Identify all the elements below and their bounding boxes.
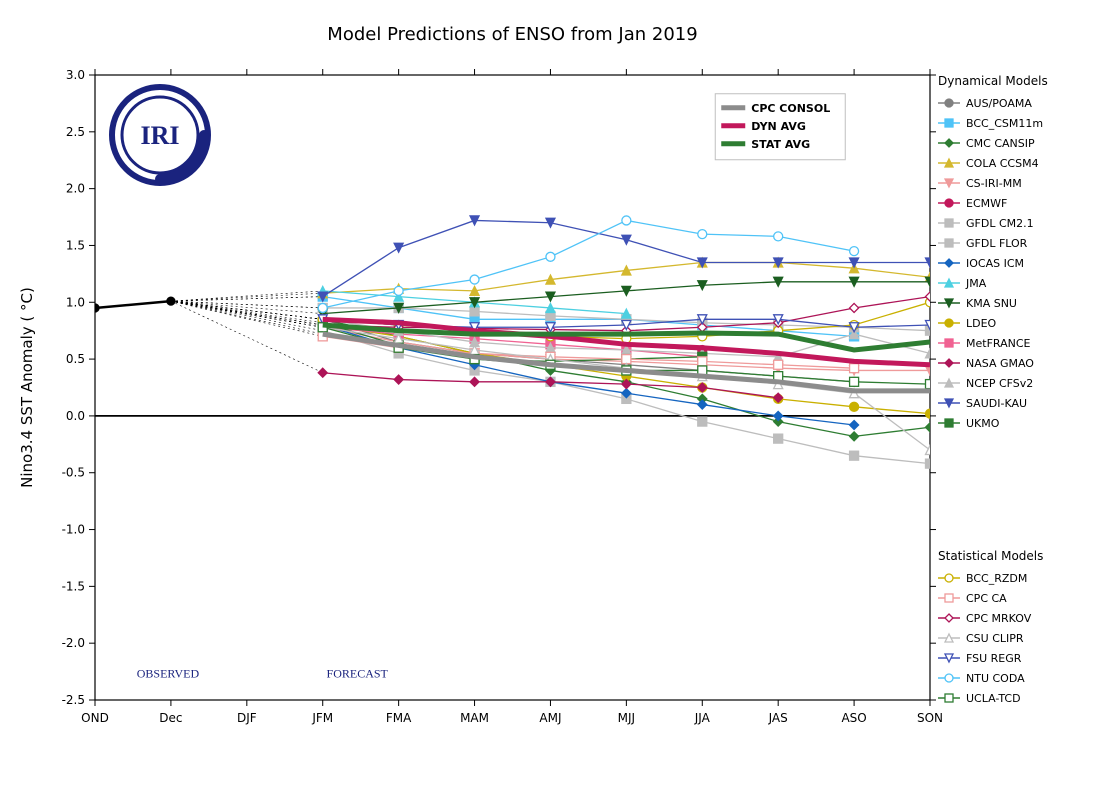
xtick-label: MJJ (618, 711, 635, 725)
legend-item-label: CSU CLIPR (966, 632, 1024, 645)
legend-item-label: NCEP CFSv2 (966, 377, 1033, 390)
svg-text:IRI: IRI (140, 121, 179, 150)
legend-item-label: FSU REGR (966, 652, 1022, 665)
legend-item-label: GFDL CM2.1 (966, 217, 1034, 230)
legend-item-label: CS-IRI-MM (966, 177, 1022, 190)
xtick-label: DJF (237, 711, 257, 725)
legend-statistical-models: Statistical Models BCC_RZDM CPC CA CPC MRKO… (938, 549, 1043, 705)
legend-item-label: JMA (965, 277, 987, 290)
legend-item-label: NTU CODA (966, 672, 1025, 685)
ytick-label: 1.0 (66, 295, 85, 309)
ytick-label: -1.0 (62, 523, 85, 537)
ytick-label: -2.0 (62, 636, 85, 650)
annotation-forecast: FORECAST (327, 666, 389, 680)
legend-item-label: LDEO (966, 317, 997, 330)
y-axis-label: Nino3.4 SST Anomaly ( °C) (18, 287, 36, 488)
legend-item-label: CMC CANSIP (966, 137, 1035, 150)
legend-item-label: ECMWF (966, 197, 1007, 210)
legend-item-label: BCC_RZDM (966, 572, 1027, 585)
ytick-label: -1.5 (62, 579, 85, 593)
legend-item-label: CPC CA (966, 592, 1007, 605)
xtick-label: JFM (311, 711, 333, 725)
chart-title: Model Predictions of ENSO from Jan 2019 (327, 24, 697, 45)
xtick-label: SON (917, 711, 943, 725)
ytick-label: 2.0 (66, 182, 85, 196)
xtick-label: JAS (768, 711, 788, 725)
ytick-label: 0.0 (66, 409, 85, 423)
xtick-label: ASO (841, 711, 866, 725)
legend-item-label: BCC_CSM11m (966, 117, 1043, 130)
avg-legend-label: CPC CONSOL (751, 102, 830, 115)
legend-item-label: UCLA-TCD (966, 692, 1021, 705)
legend-item-label: CPC MRKOV (966, 612, 1032, 625)
legend-item-label: NASA GMAO (966, 357, 1034, 370)
ytick-label: 0.5 (66, 352, 85, 366)
xtick-label: OND (81, 711, 109, 725)
legend-item-label: KMA SNU (966, 297, 1017, 310)
legend-item-label: COLA CCSM4 (966, 157, 1039, 170)
xtick-label: Dec (159, 711, 182, 725)
ytick-label: -2.5 (62, 693, 85, 707)
ytick-label: 2.5 (66, 125, 85, 139)
legend-item-label: GFDL FLOR (966, 237, 1028, 250)
chart-container: Model Predictions of ENSO from Jan 2019 -… (0, 0, 1100, 800)
legend-title: Statistical Models (938, 549, 1043, 563)
avg-legend: CPC CONSOL DYN AVG STAT AVG (715, 94, 845, 160)
legend-dynamical-models: Dynamical Models AUS/POAMA BCC_CSM11m CMC C… (938, 74, 1048, 430)
legend-item-label: IOCAS ICM (966, 257, 1024, 270)
legend-item-label: MetFRANCE (966, 337, 1031, 350)
avg-legend-label: DYN AVG (751, 120, 806, 133)
legend-item-label: UKMO (966, 417, 1000, 430)
annotation-observed: OBSERVED (137, 666, 200, 680)
legend-item-label: AUS/POAMA (966, 97, 1032, 110)
xtick-label: FMA (386, 711, 412, 725)
enso-plume-chart: Model Predictions of ENSO from Jan 2019 -… (0, 0, 1100, 800)
ytick-label: 3.0 (66, 68, 85, 82)
legend-item-label: SAUDI-KAU (966, 397, 1027, 410)
legend-title: Dynamical Models (938, 74, 1048, 88)
ytick-label: -0.5 (62, 466, 85, 480)
ytick-label: 1.5 (66, 238, 85, 252)
xtick-label: JJA (694, 711, 711, 725)
xtick-label: MAM (460, 711, 489, 725)
xtick-label: AMJ (539, 711, 561, 725)
avg-legend-label: STAT AVG (751, 138, 810, 151)
